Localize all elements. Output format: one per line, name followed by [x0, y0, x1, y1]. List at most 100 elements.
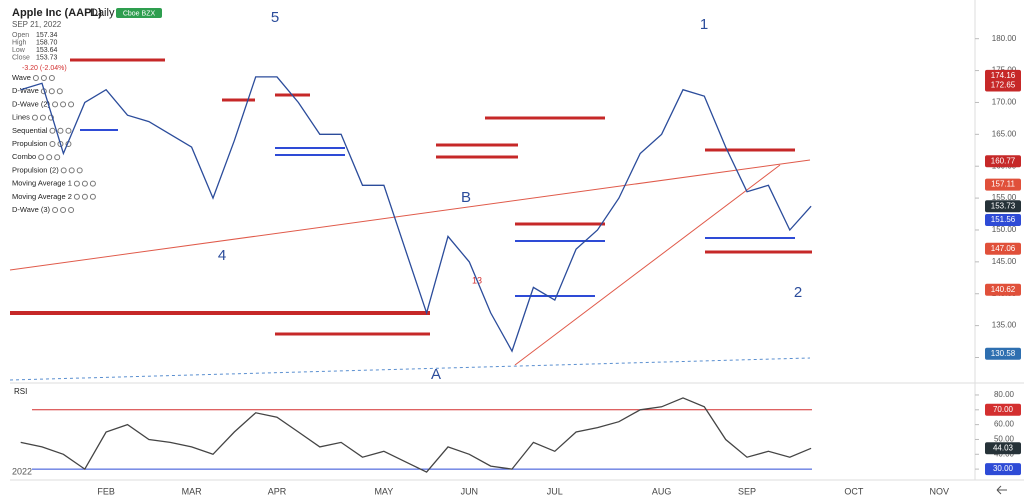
indicator-name: Propulsion (2) — [12, 165, 59, 174]
indicator-name: Moving Average 1 — [12, 179, 72, 188]
y-tick-label: 180.00 — [992, 34, 1017, 43]
indicator-icon[interactable] — [65, 127, 72, 134]
indicator-icon[interactable] — [32, 75, 39, 81]
indicator-icon[interactable] — [46, 154, 53, 161]
wave-label: A — [431, 366, 441, 383]
indicator-name: Wave — [12, 73, 31, 82]
x-tick-label: OCT — [844, 486, 864, 496]
price-label-box — [985, 214, 1021, 227]
indicator-list: Wave D-Wave D-Wave (2) Lines Sequential Propu… — [12, 73, 96, 214]
x-tick-label: NOV — [930, 486, 950, 496]
indicator-icon[interactable] — [68, 167, 75, 174]
indicator-icon[interactable] — [40, 75, 47, 81]
y-tick-label: 155.00 — [992, 193, 1017, 202]
price-label: 172.65 — [991, 81, 1016, 90]
indicator-icon[interactable] — [81, 193, 88, 200]
indicator-icon[interactable] — [47, 114, 54, 121]
wave-label: B — [461, 189, 471, 206]
price-label: 147.06 — [991, 244, 1016, 253]
indicator-icon[interactable] — [89, 193, 96, 200]
change: -3.20 (-2.04%) — [22, 65, 67, 72]
indicator-name: D-Wave (3) — [12, 205, 51, 214]
y-tick-label: 170.00 — [992, 98, 1017, 107]
indicator-icon[interactable] — [38, 154, 45, 161]
y-tick-label: 60.00 — [994, 420, 1015, 429]
indicator-icon[interactable] — [56, 88, 63, 95]
indicator-icon[interactable] — [68, 101, 75, 108]
indicator-icon[interactable] — [49, 141, 56, 147]
indicator-icon[interactable] — [39, 114, 46, 121]
indicator-icon[interactable] — [73, 180, 80, 187]
back-arrow[interactable] — [996, 485, 1007, 495]
indicator-icon[interactable] — [31, 114, 38, 121]
y-tick-label: 80.00 — [994, 390, 1015, 399]
price-label-box — [985, 283, 1021, 296]
indicator-name: Moving Average 2 — [12, 192, 72, 201]
y-tick-label: 150.00 — [992, 225, 1017, 234]
indicator-name: Combo — [12, 152, 36, 161]
price-label: 157.11 — [991, 180, 1015, 189]
indicator-icon[interactable] — [60, 101, 67, 108]
ohlc-value: 158.70 — [36, 39, 58, 46]
indicator-icon[interactable] — [68, 207, 75, 213]
price-label: 140.62 — [991, 285, 1016, 294]
indicator-icon[interactable] — [48, 75, 55, 81]
indicator-icon[interactable] — [52, 207, 59, 213]
level-label: 70.00 — [993, 405, 1014, 414]
price-label-box — [985, 79, 1021, 92]
ohlc-label: High — [12, 39, 27, 46]
wave-label: 5 — [271, 9, 279, 26]
last-value-label: 44.03 — [993, 443, 1014, 452]
price-label: 174.16 — [991, 71, 1016, 80]
indicator-icon[interactable] — [81, 180, 88, 187]
indicator-icon[interactable] — [60, 167, 67, 174]
price-label-box — [985, 178, 1021, 191]
panel-title: RSI — [14, 387, 27, 396]
last-value-label-box — [985, 200, 1021, 213]
indicator-icon[interactable] — [73, 193, 80, 200]
exchange: Cboe BZX — [123, 10, 156, 17]
ohlc-value: 153.73 — [36, 54, 58, 61]
ohlc-value: 153.64 — [36, 47, 58, 54]
ohlc-label: Low — [12, 47, 26, 54]
last-value-label-box — [985, 442, 1021, 455]
indicator-name: Lines — [12, 113, 30, 122]
level-label: 30.00 — [993, 464, 1014, 473]
indicator-name: D-Wave (2) — [12, 99, 51, 108]
price-label: 151.56 — [991, 215, 1016, 224]
indicator-icon[interactable] — [49, 127, 56, 134]
x-tick-label: MAY — [374, 486, 393, 496]
indicator-icon[interactable] — [52, 101, 59, 108]
indicator-icon[interactable] — [57, 127, 64, 134]
price-label-box — [985, 69, 1021, 82]
indicator-icon[interactable] — [76, 167, 83, 174]
price-label: 160.77 — [991, 156, 1016, 165]
y-tick-label: 145.00 — [992, 257, 1017, 266]
exchange-badge — [116, 8, 162, 18]
y-tick-label: 135.00 — [992, 321, 1017, 330]
symbol-title: Apple Inc (AAPL) — [12, 7, 102, 19]
last-value-label: 153.73 — [991, 201, 1016, 210]
indicator-name: Sequential — [12, 126, 48, 135]
indicator-icon[interactable] — [54, 154, 61, 161]
indicator-icon[interactable] — [89, 180, 96, 187]
level-label-box — [985, 463, 1021, 476]
interval: Daily — [90, 7, 115, 19]
indicator-icon[interactable] — [48, 88, 55, 95]
ohlc-label: Close — [12, 54, 30, 61]
indicator-name: Propulsion — [12, 139, 47, 148]
series-line — [20, 76, 812, 353]
indicator-icon[interactable] — [57, 141, 64, 147]
price-label-box — [985, 155, 1021, 168]
ohlc-label: Open — [12, 32, 29, 39]
x-tick-label: JUN — [461, 486, 479, 496]
x-tick-label: APR — [268, 486, 287, 496]
indicator-icon[interactable] — [60, 207, 67, 213]
wave-label: 2 — [794, 284, 802, 301]
x-tick-label: AUG — [652, 486, 672, 496]
y-tick-label: 50.00 — [994, 435, 1015, 444]
price-label-box — [985, 347, 1021, 360]
ohlc-value: 157.34 — [36, 32, 58, 39]
